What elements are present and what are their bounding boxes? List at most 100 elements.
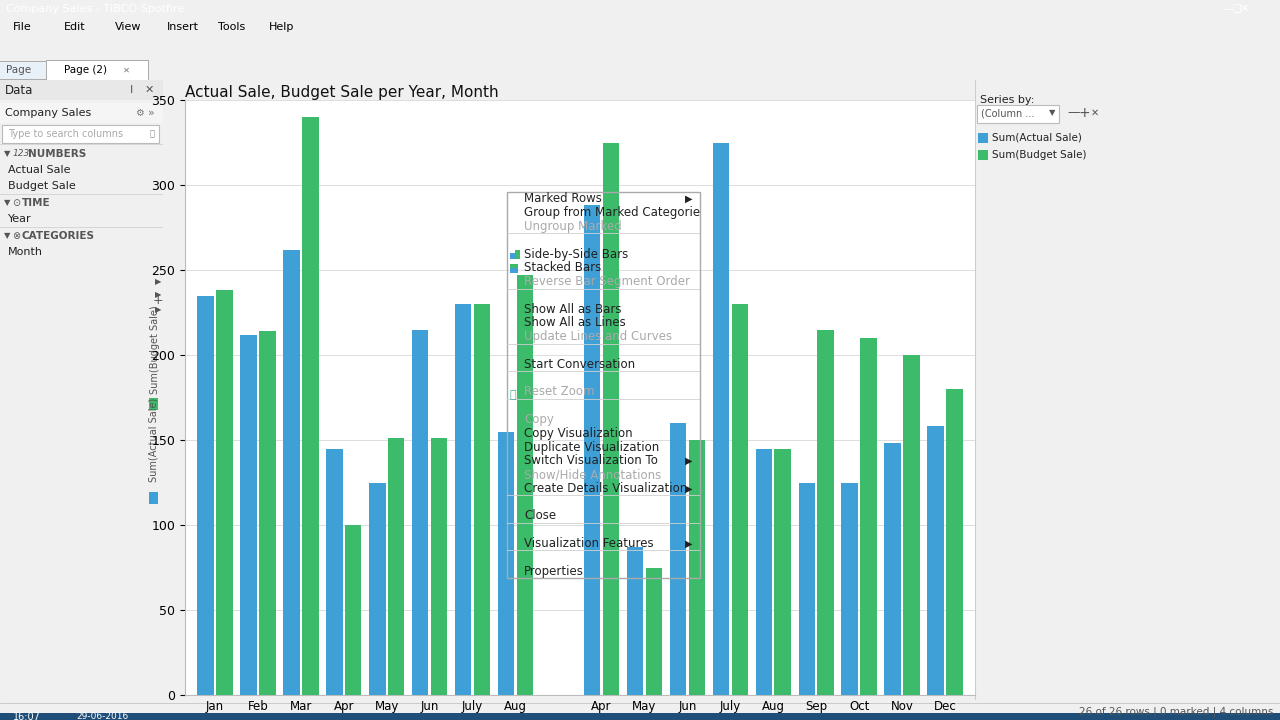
Text: ▶: ▶ (685, 539, 692, 549)
Text: Company Sales - TIBCO Spotfire: Company Sales - TIBCO Spotfire (6, 4, 184, 14)
Text: Show All as Bars: Show All as Bars (525, 302, 622, 315)
Text: +: + (1079, 106, 1091, 120)
Text: ▶: ▶ (685, 194, 692, 204)
Text: I: I (131, 85, 133, 95)
Bar (148, 492, 157, 504)
Text: ✕: ✕ (1239, 4, 1249, 14)
Text: Edit: Edit (64, 22, 86, 32)
Bar (603, 143, 620, 695)
Text: Type to search columns: Type to search columns (8, 129, 123, 139)
Bar (978, 133, 988, 143)
Text: Actual Sale: Actual Sale (8, 165, 70, 175)
Text: Copy: Copy (525, 413, 554, 426)
Text: Help: Help (269, 22, 294, 32)
Text: —: — (1068, 107, 1079, 120)
Text: Sum(Actual Sale): Sum(Actual Sale) (148, 398, 157, 482)
Text: Month: Month (8, 247, 44, 257)
Bar (302, 117, 319, 695)
Text: Series by:: Series by: (980, 95, 1034, 105)
Bar (346, 525, 361, 695)
Text: ❑: ❑ (1233, 4, 1240, 14)
Bar (645, 567, 662, 695)
Text: 16:07: 16:07 (13, 711, 41, 720)
Bar (197, 295, 214, 695)
Bar (498, 431, 515, 695)
Text: TIME: TIME (22, 198, 51, 208)
Bar (431, 438, 447, 695)
Bar (216, 290, 233, 695)
Text: ▶: ▶ (685, 456, 692, 466)
Text: ✕: ✕ (123, 66, 129, 74)
Bar (326, 449, 343, 695)
Text: ▶: ▶ (685, 483, 692, 493)
Text: Page: Page (6, 65, 32, 75)
Bar (732, 304, 748, 695)
Bar (241, 335, 257, 695)
Text: Show All as Lines: Show All as Lines (525, 317, 626, 330)
Text: »: » (148, 108, 155, 118)
Text: CATEGORIES: CATEGORIES (22, 231, 95, 241)
Text: Reverse Bar Segment Order: Reverse Bar Segment Order (525, 275, 690, 288)
Text: Sum(Budget Sale): Sum(Budget Sale) (992, 150, 1087, 160)
Text: (Column ...: (Column ... (980, 108, 1034, 118)
Text: Duplicate Visualization: Duplicate Visualization (525, 441, 659, 454)
Bar (0, 103, 163, 123)
Bar (388, 438, 404, 695)
Bar (818, 330, 833, 695)
Text: ▶: ▶ (155, 305, 161, 315)
Bar (755, 449, 772, 695)
FancyBboxPatch shape (977, 105, 1059, 123)
Bar (509, 253, 515, 259)
Text: Update Lines and Curves: Update Lines and Curves (525, 330, 672, 343)
Text: ▼: ▼ (4, 150, 10, 158)
FancyBboxPatch shape (3, 125, 159, 143)
Bar (474, 304, 490, 695)
Bar (509, 264, 517, 268)
Text: Marked Rows: Marked Rows (525, 192, 603, 205)
Text: Side-by-Side Bars: Side-by-Side Bars (525, 248, 628, 261)
FancyBboxPatch shape (0, 61, 82, 79)
Text: ▼: ▼ (4, 232, 10, 240)
Text: 🔍: 🔍 (150, 130, 155, 138)
Bar (412, 330, 429, 695)
Text: Sum(Actual Sale): Sum(Actual Sale) (992, 133, 1082, 143)
Text: Stacked Bars: Stacked Bars (525, 261, 602, 274)
Text: ▶: ▶ (155, 277, 161, 287)
Bar (774, 449, 791, 695)
Text: ⊗: ⊗ (12, 231, 20, 241)
Bar (978, 150, 988, 160)
Bar (860, 338, 877, 695)
Bar (0, 713, 1280, 720)
Text: Copy Visualization: Copy Visualization (525, 427, 634, 440)
Text: ✕: ✕ (1091, 108, 1100, 118)
Text: +: + (154, 294, 164, 307)
Bar (517, 275, 534, 695)
Bar (627, 547, 643, 695)
Text: File: File (13, 22, 32, 32)
Text: Switch Visualization To: Switch Visualization To (525, 454, 658, 467)
Text: 26 of 26 rows | 0 marked | 4 columns: 26 of 26 rows | 0 marked | 4 columns (1079, 707, 1274, 717)
Text: Sum(Budget Sale): Sum(Budget Sale) (150, 306, 160, 395)
Text: ▶: ▶ (155, 290, 161, 300)
Bar (841, 482, 858, 695)
Text: Reset Zoom: Reset Zoom (525, 385, 595, 398)
Text: Start Conversation: Start Conversation (525, 358, 635, 371)
Text: 💬: 💬 (509, 390, 517, 400)
Text: Year: Year (8, 214, 32, 224)
Bar (509, 268, 517, 273)
Bar (927, 426, 943, 695)
Text: Company Sales: Company Sales (5, 108, 91, 118)
Text: Group from Marked Categories: Group from Marked Categories (525, 206, 707, 219)
Text: ⚙: ⚙ (134, 108, 143, 118)
Bar (456, 304, 471, 695)
Text: Budget Sale: Budget Sale (8, 181, 76, 191)
Text: NUMBERS: NUMBERS (28, 149, 86, 159)
Text: Ungroup Marked: Ungroup Marked (525, 220, 622, 233)
Bar (515, 250, 520, 259)
Text: Create Details Visualization: Create Details Visualization (525, 482, 687, 495)
Bar (584, 205, 600, 695)
Bar (713, 143, 730, 695)
Text: Page (2): Page (2) (64, 65, 108, 75)
FancyBboxPatch shape (46, 60, 148, 80)
Text: Insert: Insert (166, 22, 198, 32)
